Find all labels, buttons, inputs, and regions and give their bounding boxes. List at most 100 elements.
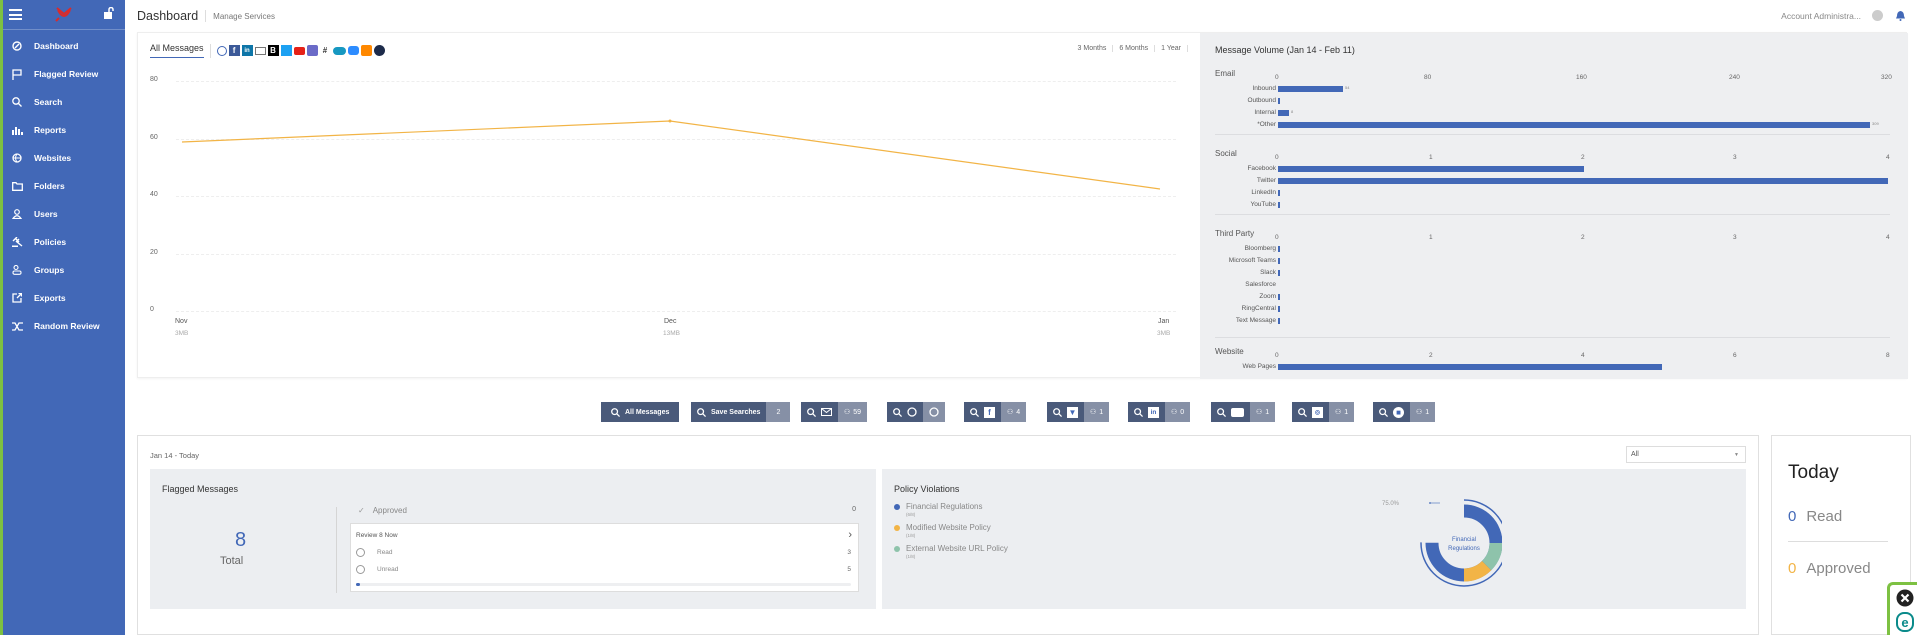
x-tick: 0 [1275,74,1279,81]
search-icon [970,407,979,417]
salesforce-icon[interactable] [332,46,346,55]
filter-select[interactable]: All ▼ [1626,446,1746,463]
sidebar-item-exports[interactable]: Exports [3,284,125,312]
bloomberg-icon[interactable]: B [267,45,279,56]
ringcentral-icon[interactable] [360,45,372,56]
y-tick: 0 [150,306,154,313]
saved-searches-button[interactable]: Save Searches 2 [691,402,791,422]
linkedin-quick-button[interactable]: in ⚇ 0 [1128,402,1191,422]
avatar[interactable] [1872,10,1883,21]
divider [336,507,337,593]
globe-icon [929,407,939,417]
y-tick: 20 [150,249,158,256]
summary-card: Jan 14 - Today All ▼ Flagged Messages 8 … [137,435,1759,635]
search-icon [12,97,22,107]
all-messages-button[interactable]: All Messages [601,402,680,422]
today-title: Today [1788,462,1839,483]
legend-item[interactable]: Financial Regulations (6/8) [894,502,983,517]
search-icon [1217,407,1226,417]
bell-icon[interactable] [1896,10,1905,21]
gridline [176,254,1176,255]
legend-fraction: (6/8) [906,512,916,517]
search-icon [1298,407,1307,417]
range-6-months[interactable]: 6 Months [1112,45,1154,52]
twitter-quick-button[interactable]: ▼ ⚇ 1 [1047,402,1110,422]
groups-icon: ⚇ [1335,409,1342,416]
sidebar-item-policies[interactable]: Policies [3,228,125,256]
twitter-icon[interactable] [280,45,292,56]
sidebar-item-flagged-review[interactable]: Flagged Review [3,60,125,88]
sidebar-item-users[interactable]: Users [3,200,125,228]
search-icon [807,407,816,417]
sidebar-item-groups[interactable]: Groups [3,256,125,284]
x-sub-label: 13MB [663,330,680,337]
today-read[interactable]: 0 Read [1788,508,1842,525]
range-3-months[interactable]: 3 Months [1077,45,1107,52]
web-quick-button[interactable] [887,402,945,422]
search-icon [697,407,706,417]
review-progress-bar [356,583,851,586]
line-series [181,119,1161,190]
volume-section-social: Social 0 1 2 3 4 Facebook Twitter Linked… [1215,143,1890,215]
linkedin-icon[interactable]: in [241,45,253,56]
x-tick: 6 [1733,352,1737,359]
sidebar-item-folders[interactable]: Folders [3,172,125,200]
legend-item[interactable]: Modified Website Policy (1/8) [894,523,991,538]
today-approved[interactable]: 0 Approved [1788,560,1871,577]
review-now-button[interactable]: Review 8 Now › Read 3 Unread 5 [350,523,859,592]
bar-value: 54 [1345,85,1350,90]
web-icon[interactable] [216,45,227,56]
youtube-quick-button[interactable]: ⚇ 1 [1211,402,1276,422]
manage-services-link[interactable]: Manage Services [213,11,275,21]
ringcentral-quick-button[interactable]: ◎ ⚇ 1 [1292,402,1355,422]
volume-row: Text Message [1215,315,1890,327]
email-icon[interactable] [254,46,266,55]
bar-value: 8 [1291,109,1294,114]
twitter-icon: ▼ [1067,406,1078,418]
x-tick: 320 [1881,74,1892,81]
policy-donut-chart[interactable]: 75.0% Financial Regulations [1382,499,1502,599]
facebook-icon[interactable]: f [228,45,240,56]
teams-icon[interactable] [306,45,318,56]
unlock-icon[interactable] [104,7,114,19]
linkedin-icon: in [1148,406,1159,418]
legend-item[interactable]: External Website URL Policy (1/8) [894,544,1008,559]
row-label: Slack [1260,269,1276,276]
sidebar-item-search[interactable]: Search [3,88,125,116]
volume-row: Twitter [1215,175,1890,187]
x-tick: 0 [1275,154,1279,161]
account-menu[interactable]: Account Administra... [1781,11,1861,21]
page-title: Dashboard [137,9,199,23]
sidebar-item-label: Search [34,97,63,107]
sidebar-item-dashboard[interactable]: Dashboard [3,32,125,60]
slack-icon[interactable]: # [322,46,328,55]
sidebar-item-random-review[interactable]: Random Review [3,312,125,340]
zoom-icon[interactable] [347,46,359,55]
hamburger-menu-icon[interactable] [9,9,22,20]
sidebar-item-websites[interactable]: Websites [3,144,125,172]
chat-icon[interactable] [373,45,385,56]
zoom-quick-button[interactable]: ■ ⚇ 1 [1373,402,1436,422]
tab-all-messages[interactable]: All Messages [150,43,204,58]
close-icon[interactable] [1896,589,1914,607]
review-label: Review 8 Now [356,532,398,539]
youtube-icon[interactable] [293,46,305,55]
section-name: Email [1215,69,1236,78]
facebook-icon: f [984,406,995,418]
email-quick-button[interactable]: ⚇ 59 [801,402,868,422]
eset-logo-icon[interactable]: e [1896,612,1914,632]
search-icon [1053,407,1062,417]
x-tick: 3 [1733,154,1737,161]
groups-icon: ⚇ [1256,409,1263,416]
sidebar-item-reports[interactable]: Reports [3,116,125,144]
count-badge: 1 [1344,408,1349,416]
groups-icon [11,265,22,275]
flagged-title: Flagged Messages [162,484,239,494]
facebook-quick-button[interactable]: f ⚇ 4 [964,402,1027,422]
x-sub-label: 3MB [1157,330,1171,337]
x-label: Nov [175,318,188,325]
count-badge: 2 [766,402,791,422]
groups-icon: ⚇ [1171,409,1178,416]
range-1-year[interactable]: 1 Year [1154,45,1188,52]
today-read-label: Read [1806,508,1843,525]
